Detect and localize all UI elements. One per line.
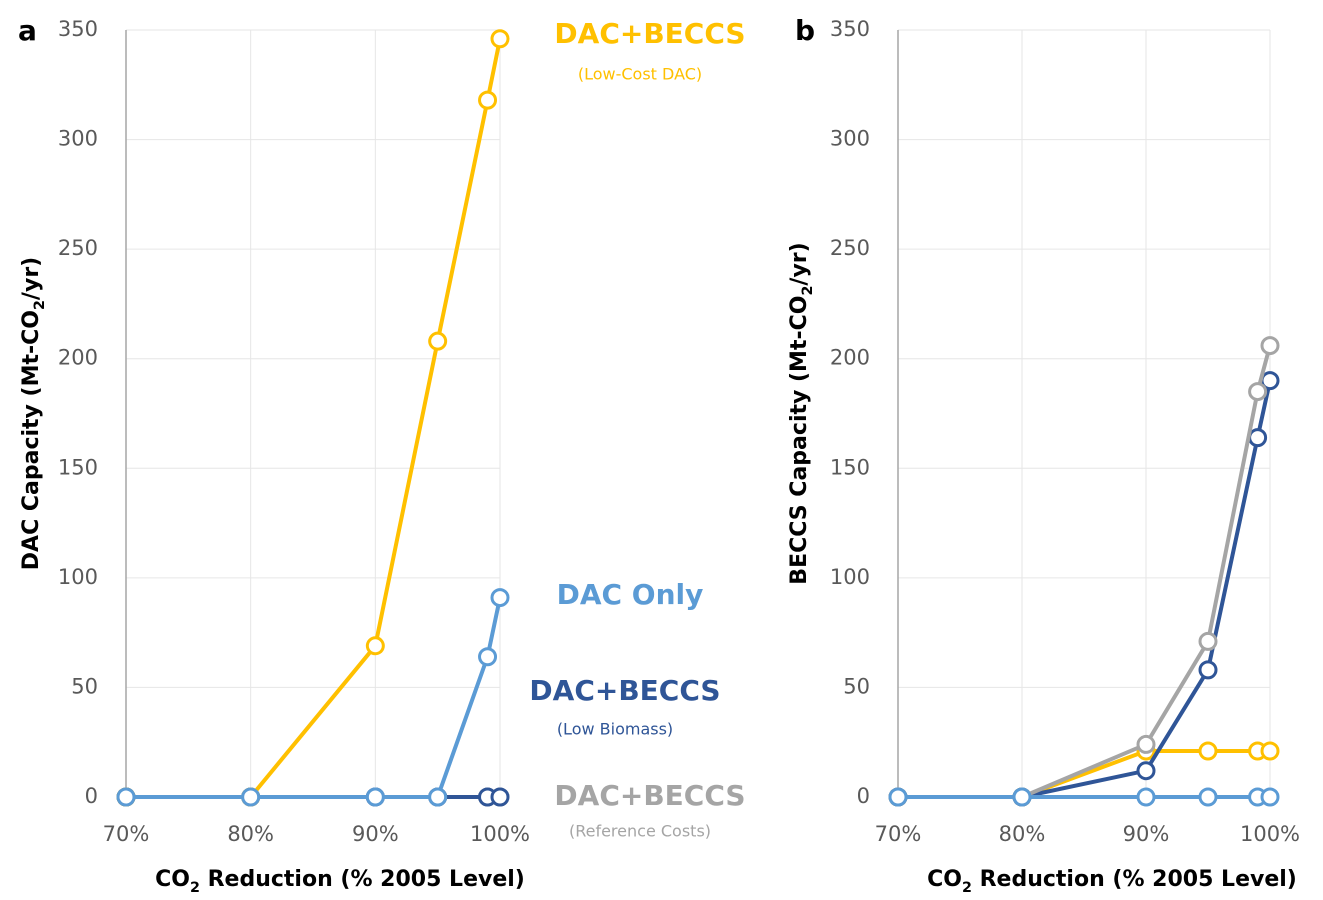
- y-tick-label: 0: [85, 784, 98, 808]
- data-point: [1248, 428, 1268, 448]
- data-point: [365, 787, 385, 807]
- data-point: [1260, 741, 1280, 761]
- panel-letter: a: [18, 14, 37, 47]
- x-tick-label: 70%: [875, 822, 922, 846]
- x-axis-label-part: 2: [962, 880, 972, 896]
- data-point: [1260, 336, 1280, 356]
- data-point: [1260, 787, 1280, 807]
- x-axis-label-part: CO: [927, 867, 962, 892]
- x-axis-label-part: 2: [190, 880, 200, 896]
- series-label: DAC Only: [557, 578, 704, 611]
- data-point: [490, 29, 510, 49]
- x-axis-label-part: CO: [155, 867, 190, 892]
- x-tick-label: 90%: [352, 822, 399, 846]
- y-axis-label-part: 2: [800, 286, 816, 296]
- y-tick-label: 200: [58, 346, 98, 370]
- x-axis-label-part: Reduction (% 2005 Level): [200, 867, 525, 892]
- series-line: [898, 380, 1272, 799]
- y-tick-label: 250: [830, 236, 870, 260]
- data-point: [365, 636, 385, 656]
- data-point: [490, 588, 510, 608]
- y-tick-label: 0: [857, 784, 870, 808]
- data-point: [888, 787, 908, 807]
- x-tick-label: 80%: [999, 822, 1046, 846]
- data-point: [1198, 787, 1218, 807]
- x-tick-label: 90%: [1123, 822, 1170, 846]
- series-note: (Low Biomass): [557, 720, 673, 739]
- series-note: (Reference Costs): [569, 822, 711, 841]
- x-tick-label: 100%: [470, 822, 530, 846]
- panel: b 0 50 100 150 200 250 300 350 70% 80% 90% 100% BECCS…: [787, 14, 1300, 896]
- y-tick-label: 50: [71, 674, 98, 698]
- y-tick-label: 300: [830, 127, 870, 151]
- y-tick-label: 200: [830, 346, 870, 370]
- y-axis-label-part: DAC Capacity (Mt-CO: [19, 310, 44, 570]
- data-point: [1248, 382, 1268, 402]
- y-axis-label-part: BECCS Capacity (Mt-CO: [787, 296, 812, 585]
- x-axis-label: CO2 Reduction (% 2005 Level): [927, 867, 1297, 896]
- data-point: [1198, 660, 1218, 680]
- y-tick-label: 50: [843, 674, 870, 698]
- x-tick-label: 100%: [1240, 822, 1300, 846]
- data-point: [1012, 787, 1032, 807]
- series-line: [126, 597, 502, 799]
- data-point: [1198, 741, 1218, 761]
- y-tick-label: 350: [830, 17, 870, 41]
- x-axis-label-part: Reduction (% 2005 Level): [972, 867, 1297, 892]
- x-tick-label: 80%: [227, 822, 274, 846]
- series-line: [126, 38, 502, 799]
- y-tick-label: 350: [58, 17, 98, 41]
- series-note: (Low-Cost DAC): [578, 65, 702, 84]
- series-label: DAC+BECCS: [554, 17, 745, 50]
- data-point: [1136, 734, 1156, 754]
- y-axis-label: DAC Capacity (Mt-CO2/yr): [19, 257, 48, 570]
- y-tick-label: 250: [58, 236, 98, 260]
- y-tick-label: 150: [830, 455, 870, 479]
- data-point: [116, 787, 136, 807]
- y-tick-label: 100: [830, 565, 870, 589]
- data-point: [428, 787, 448, 807]
- y-axis-label-part: 2: [32, 300, 48, 310]
- y-tick-label: 150: [58, 455, 98, 479]
- series-line: [898, 345, 1272, 799]
- y-axis-label-part: /yr): [787, 242, 812, 285]
- panel-letter: b: [795, 14, 815, 47]
- data-point: [478, 647, 498, 667]
- data-point: [428, 331, 448, 351]
- data-point: [241, 787, 261, 807]
- y-axis-label: BECCS Capacity (Mt-CO2/yr): [787, 242, 816, 584]
- x-axis-label: CO2 Reduction (% 2005 Level): [155, 867, 525, 896]
- series-label: DAC+BECCS: [529, 674, 720, 707]
- x-tick-label: 70%: [103, 822, 150, 846]
- panel: a 0 50 100 150 200 250 300 350 70% 80% 90% 100% DAC C…: [18, 14, 746, 896]
- y-tick-label: 100: [58, 565, 98, 589]
- data-point: [1136, 761, 1156, 781]
- y-axis-label-part: /yr): [19, 257, 44, 300]
- series-label: DAC+BECCS: [554, 779, 745, 812]
- data-point: [1136, 787, 1156, 807]
- data-point: [478, 90, 498, 110]
- data-point: [1198, 631, 1218, 651]
- y-tick-label: 300: [58, 127, 98, 151]
- data-point: [490, 787, 510, 807]
